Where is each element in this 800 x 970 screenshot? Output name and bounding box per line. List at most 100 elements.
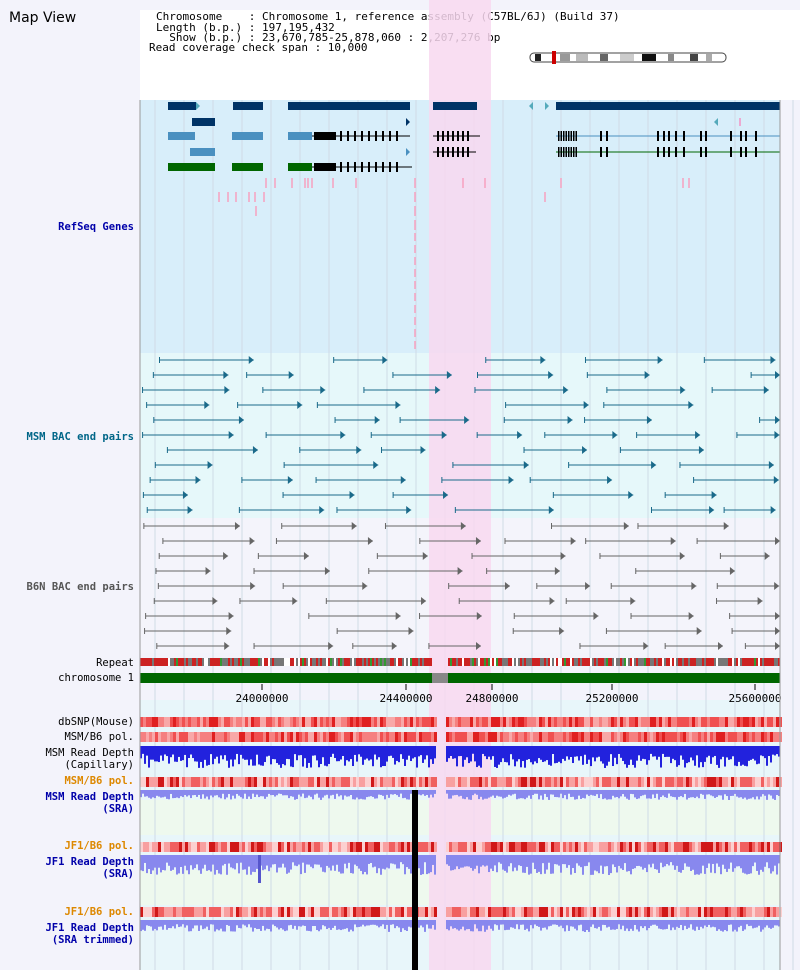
- msm-bac-marker: [680, 386, 686, 394]
- msm-pol-cell: [650, 732, 653, 742]
- jf1-trimmed-depth-bar: [744, 920, 746, 930]
- repeat-block: [680, 658, 682, 666]
- msm-pol-cell: [284, 732, 287, 742]
- repeat-block: [762, 658, 764, 666]
- msm-bac-marker: [698, 446, 704, 454]
- jf1-trimmed-depth-bar: [298, 920, 300, 927]
- capillary-depth-bar: [392, 746, 394, 758]
- exon: [575, 131, 577, 141]
- capillary-depth-bar: [546, 746, 548, 761]
- capillary-depth-bar: [660, 746, 662, 768]
- jf1-pol2-cell: [719, 907, 722, 917]
- exon: [683, 147, 685, 157]
- msm-sra-depth-bar: [658, 790, 660, 800]
- exon: [740, 147, 742, 157]
- msm-pol2-cell: [152, 777, 155, 787]
- jf1-trimmed-depth-bar: [198, 920, 200, 931]
- msm-pol2-cell: [710, 777, 713, 787]
- capillary-depth-bar: [536, 746, 538, 764]
- jf1-trimmed-depth-bar: [698, 920, 700, 930]
- msm-pol-cell: [686, 732, 689, 742]
- exon: [347, 162, 349, 172]
- jf1-trimmed-depth-bar: [624, 920, 626, 931]
- jf1-sra-depth-bar: [378, 855, 380, 869]
- jf1-sra-depth-bar: [620, 855, 622, 869]
- msm-bac-marker: [288, 371, 294, 379]
- msm-sra-depth-bar: [308, 790, 310, 796]
- msm-pol-cell: [584, 732, 587, 742]
- msm-pol2-cell: [614, 777, 617, 787]
- jf1-pol2-cell: [767, 907, 770, 917]
- dbsnp-cell: [269, 717, 272, 727]
- jf1-pol-cell: [170, 842, 173, 852]
- repeat-block: [512, 658, 514, 666]
- msm-pol2-cell: [239, 777, 242, 787]
- msm-sra-depth-bar: [142, 790, 144, 794]
- jf1-sra-depth-bar: [358, 855, 360, 869]
- msm-pol-cell: [521, 732, 524, 742]
- jf1-trimmed-depth-bar: [654, 920, 656, 925]
- jf1-pol-cell: [587, 842, 590, 852]
- jf1-trimmed-depth-bar: [656, 920, 658, 926]
- msm-sra-depth-bar: [688, 790, 690, 798]
- jf1-pol-cell: [512, 842, 515, 852]
- jf1-pol-cell: [722, 842, 725, 852]
- jf1-sra-depth-bar: [518, 855, 520, 866]
- repeat-block: [506, 658, 508, 666]
- msm-pol-cell: [248, 732, 251, 742]
- capillary-depth-bar: [666, 746, 668, 757]
- jf1-trimmed-depth-bar: [328, 920, 330, 928]
- jf1-pol2-cell: [398, 907, 401, 917]
- capillary-depth-bar: [304, 746, 306, 759]
- dbsnp-cell: [533, 717, 536, 727]
- jf1-pol-cell: [530, 842, 533, 852]
- msm-pol2-cell: [146, 777, 149, 787]
- jf1-pol-cell: [656, 842, 659, 852]
- msm-pol-cell: [245, 732, 248, 742]
- jf1-pol2-cell: [320, 907, 323, 917]
- repeat-block: [752, 658, 754, 666]
- jf1-pol2-cell: [638, 907, 641, 917]
- msm-pol-cell: [362, 732, 365, 742]
- jf1-trimmed-depth-bar: [674, 920, 676, 930]
- jf1-sra-depth-bar: [572, 855, 574, 869]
- msm-pol2-cell: [362, 777, 365, 787]
- exon: [573, 147, 575, 157]
- capillary-depth-bar: [194, 746, 196, 762]
- msm-pol-cell: [662, 732, 665, 742]
- msm-pol-cell: [392, 732, 395, 742]
- jf1-sra-depth-bar: [474, 855, 476, 869]
- ideogram-band: [690, 54, 698, 61]
- jf1-sra-depth-bar: [602, 855, 604, 874]
- repeat-block: [548, 658, 550, 666]
- b6n-bac-marker: [559, 627, 565, 635]
- dbsnp-cell: [305, 717, 308, 727]
- repeat-block: [538, 658, 540, 666]
- jf1-pol-cell: [653, 842, 656, 852]
- repeat-block: [340, 658, 342, 666]
- repeat-block: [216, 658, 218, 666]
- exon: [600, 131, 602, 141]
- msm-sra-depth-bar: [204, 790, 206, 799]
- jf1-pol-cell: [191, 842, 194, 852]
- msm-pol2-cell: [419, 777, 422, 787]
- capillary-depth-bar: [338, 746, 340, 762]
- jf1-pol-cell: [500, 842, 503, 852]
- repeat-block: [304, 658, 306, 666]
- msm-pol2-cell: [572, 777, 575, 787]
- jf1-trimmed-depth-bar: [592, 920, 594, 925]
- msm-pol2-cell: [599, 777, 602, 787]
- msm-pol2-cell: [662, 777, 665, 787]
- repeat-block: [258, 658, 260, 666]
- jf1-trimmed-depth-bar: [240, 920, 242, 929]
- capillary-depth-bar: [524, 746, 526, 768]
- dbsnp-cell: [392, 717, 395, 727]
- msm-sra-depth-bar: [672, 790, 674, 797]
- msm-sra-depth-bar: [304, 790, 306, 799]
- jf1-trimmed-depth-bar: [426, 920, 428, 925]
- dbsnp-cell: [707, 717, 710, 727]
- repeat-block: [514, 658, 516, 666]
- jf1-pol2-cell: [749, 907, 752, 917]
- jf1-trimmed-depth-bar: [746, 920, 748, 925]
